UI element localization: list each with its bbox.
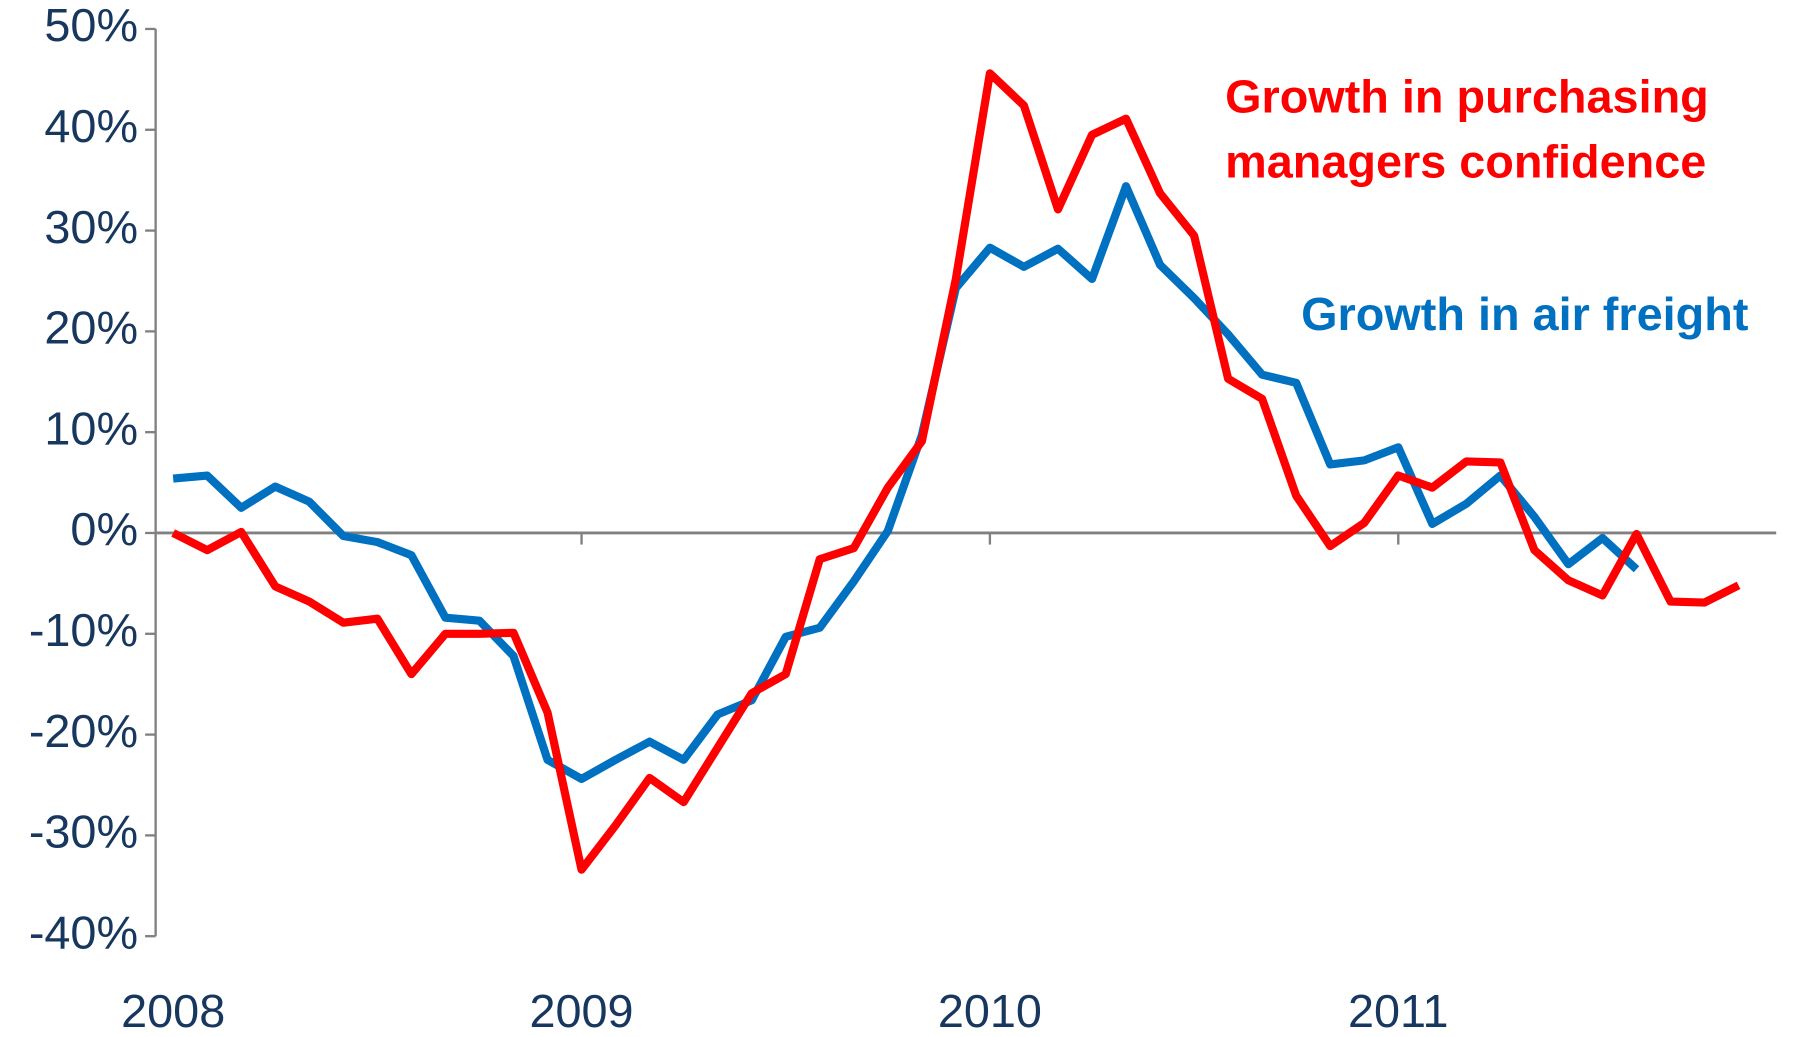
- y-tick-label: 0%: [70, 503, 138, 555]
- y-tick-label: -30%: [29, 806, 138, 858]
- x-tick-label: 2009: [529, 985, 633, 1037]
- x-tick-label: 2010: [938, 985, 1042, 1037]
- series-label-box: Growth in purchasing managers confidence: [1225, 71, 1709, 188]
- series-label-box: Growth in air freight: [1301, 289, 1749, 341]
- y-tick-label: -20%: [29, 705, 138, 757]
- y-tick-label: 30%: [44, 201, 138, 253]
- x-tick-label: 2008: [121, 985, 225, 1037]
- y-tick-label: 10%: [44, 403, 138, 455]
- series-line: [172, 182, 1640, 783]
- y-tick-label: 40%: [44, 100, 138, 152]
- y-tick-label: 20%: [44, 302, 138, 354]
- x-tick-label: 2011: [1348, 985, 1449, 1037]
- series-line: [171, 69, 1741, 874]
- y-tick-label: 50%: [44, 0, 138, 51]
- series-label: Growth in air freight: [1301, 289, 1749, 341]
- y-tick-label: -40%: [29, 907, 138, 959]
- y-tick-label: -10%: [29, 604, 138, 656]
- series-label: Growth in purchasing managers confidence: [1225, 71, 1709, 188]
